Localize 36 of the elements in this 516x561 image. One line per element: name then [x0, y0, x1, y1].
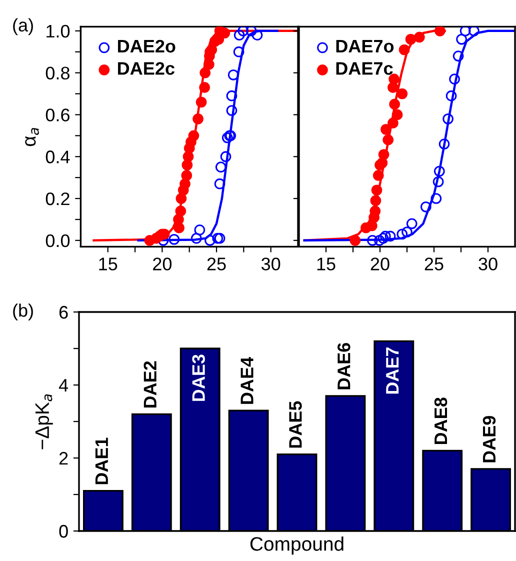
y-axis-title: −ΔpK$_{a}$ [35, 394, 53, 450]
x-tick-label: DAE3 [192, 354, 205, 401]
y-tick-label: 0.8 [46, 66, 70, 80]
text: (a) [13, 18, 33, 36]
y-tick-label: 0.0 [46, 234, 70, 248]
legend-label: DAE2o [118, 40, 176, 53]
legend-label: DAE2c [118, 62, 174, 75]
x-tick-label: 20 [370, 258, 390, 270]
y-tick-label: 0.4 [46, 150, 70, 164]
y-tick-label: 4 [58, 379, 68, 392]
legend-label: DAE7c [336, 62, 393, 75]
x-tick-label: 20 [153, 258, 172, 270]
x-tick-label: DAE7 [386, 347, 399, 394]
y-tick-label: 2 [59, 452, 68, 465]
x-tick-label: 30 [478, 258, 498, 270]
x-tick-label: DAE5 [289, 401, 302, 448]
x-tick-label: 25 [424, 258, 444, 270]
x-axis-title: Compound [250, 536, 344, 555]
y-tick-label: 0 [59, 524, 68, 538]
x-tick-label: DAE8 [434, 398, 448, 444]
y-axis-title: α$_{a}$ [25, 128, 39, 146]
x-tick-label: 25 [207, 258, 226, 270]
x-tick-label: DAE1 [95, 438, 108, 484]
x-tick-label: 15 [317, 258, 336, 270]
x-tick-label: 30 [261, 258, 280, 270]
x-tick-label: 15 [99, 258, 118, 270]
text: (b) [13, 304, 33, 320]
y-tick-label: 1.0 [46, 24, 70, 38]
y-tick-label: 6 [59, 306, 68, 319]
legend-label: DAE7o [336, 40, 394, 53]
x-tick-label: DAE4 [240, 357, 254, 404]
x-tick-label: DAE9 [482, 416, 496, 462]
x-tick-label: DAE6 [338, 342, 350, 390]
y-tick-label: 0.2 [46, 192, 70, 206]
x-tick-label: DAE2 [144, 361, 156, 408]
y-tick-label: 0.6 [46, 108, 70, 122]
